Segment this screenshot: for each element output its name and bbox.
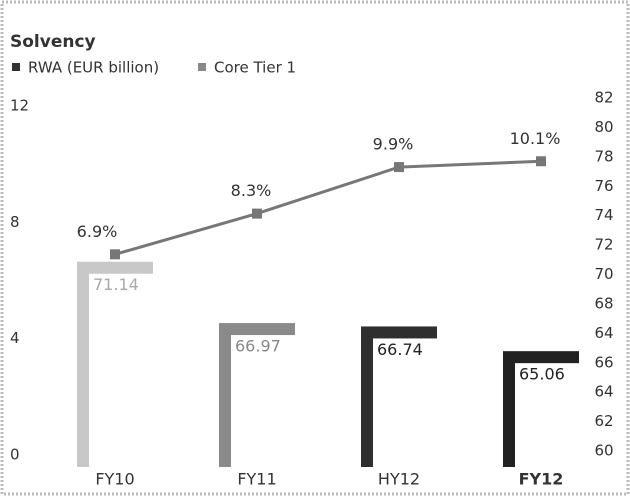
bar-value-label: 65.06 [519,365,565,384]
line-marker [536,156,546,167]
x-tick-label: FY12 [519,470,564,489]
y2-tick-label: 64 [594,383,613,401]
bar-inner [515,363,579,467]
y2-tick-label: 74 [594,206,613,224]
y2-tick-label: 80 [594,118,613,136]
y2-tick-label: 78 [594,147,613,165]
y2-tick-label: 76 [594,177,613,195]
y2-tick-label: 82 [594,89,613,107]
bar-value-label: 66.97 [235,337,281,356]
x-tick-label: FY11 [237,470,276,489]
bar-inner [373,338,437,467]
legend-marker [198,63,206,71]
x-tick-label: FY10 [95,470,134,489]
legend-label: RWA (EUR billion) [28,59,159,77]
line-value-label: 10.1% [510,129,561,148]
y2-tick-label: 68 [594,294,613,312]
y2-tick-label: 70 [594,265,613,283]
line-value-label: 6.9% [77,222,118,241]
x-tick-label: HY12 [378,470,420,489]
y2-tick-label: 62 [594,412,613,430]
y-tick-label: 0 [10,446,20,464]
y2-tick-label: 64 [594,324,613,342]
y2-tick-label: 60 [594,442,613,460]
y-tick-label: 4 [10,329,20,347]
y-tick-label: 8 [10,213,20,231]
bar-inner [89,273,153,467]
legend-marker [12,63,20,71]
y-tick-label: 12 [10,97,29,115]
y2-tick-label: 72 [594,236,613,254]
legend-label: Core Tier 1 [214,59,296,77]
line-value-label: 9.9% [373,135,414,154]
y2-tick-label: 66 [594,353,613,371]
line-marker [252,208,262,219]
bar-value-label: 66.74 [377,340,423,359]
line-marker [110,249,120,260]
chart-title: Solvency [10,32,96,52]
bar-inner [231,335,295,467]
line-value-label: 8.3% [231,181,272,200]
line [114,159,542,256]
bar-value-label: 71.14 [93,275,139,294]
line-marker [394,162,404,173]
